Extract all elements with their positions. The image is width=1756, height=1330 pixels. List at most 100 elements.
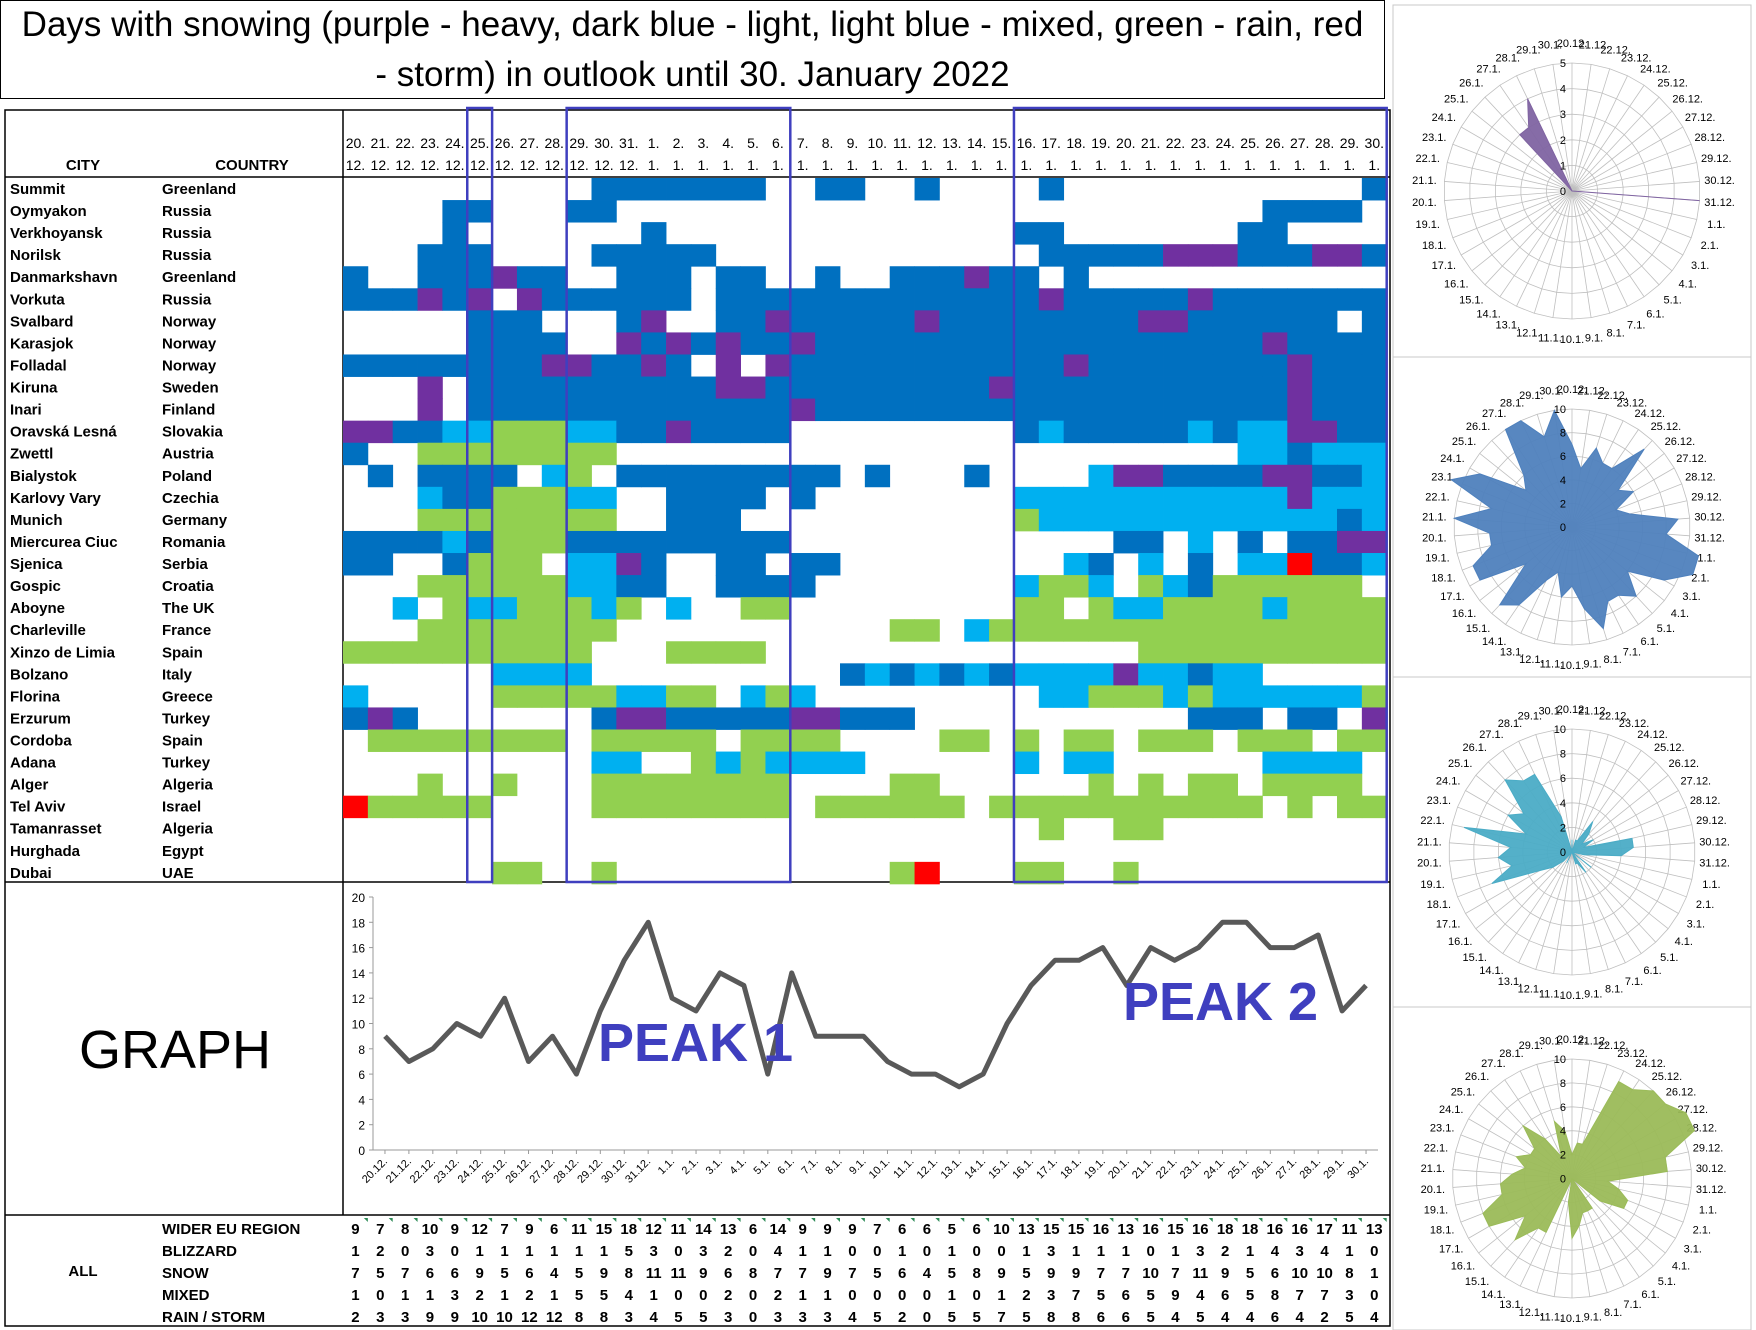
snow-cell	[765, 751, 791, 775]
snow-cell	[840, 707, 866, 730]
summary-value: 18	[620, 1221, 637, 1238]
summary-value: 3	[1345, 1287, 1353, 1304]
city-name: Oravská Lesná	[10, 424, 117, 441]
snow-cell	[1113, 530, 1139, 554]
date-month-label: 1.	[1368, 157, 1380, 173]
snow-cell	[442, 575, 468, 598]
snow-cell	[1262, 200, 1288, 223]
snow-cell	[1262, 619, 1288, 642]
city-name: Dubai	[10, 865, 52, 882]
snow-cell	[1088, 773, 1114, 797]
summary-value: 0	[923, 1287, 931, 1304]
radar-tick-label: 4	[1560, 475, 1566, 487]
snow-cell	[392, 641, 418, 664]
snow-cell	[1138, 773, 1164, 797]
graph-x-tick: 21.1.	[1130, 1156, 1156, 1182]
summary-value: 7	[1296, 1287, 1304, 1304]
date-month-label: 1.	[772, 157, 784, 173]
snow-cell	[541, 442, 568, 466]
summary-value: 4	[1246, 1309, 1255, 1326]
snow-cell	[666, 707, 692, 730]
graph-line	[383, 919, 1368, 1090]
snow-cell	[417, 442, 443, 466]
snow-cell	[442, 464, 468, 488]
summary-value: 8	[600, 1309, 608, 1326]
snow-cell	[566, 641, 592, 664]
snow-cell	[1212, 707, 1238, 730]
snow-cell	[1063, 354, 1089, 377]
summary-value: 2	[1022, 1287, 1030, 1304]
country-name: Germany	[162, 512, 228, 529]
snow-cell	[616, 795, 642, 819]
radar-spoke	[1444, 190, 1573, 201]
snow-cell	[1088, 244, 1114, 267]
summary-value: 2	[898, 1309, 906, 1326]
snow-cell	[889, 332, 915, 355]
snow-cell	[591, 486, 617, 510]
snow-cell	[1212, 663, 1238, 686]
snow-cell	[516, 619, 543, 642]
radar-axis-label: 8.1.	[1606, 327, 1624, 339]
snow-cell	[1138, 817, 1164, 841]
snow-cell	[541, 575, 568, 598]
summary-value: 14	[770, 1221, 787, 1238]
snow-cell	[417, 464, 443, 488]
radar-axis-label: 1.1.	[1702, 879, 1720, 891]
radar-tick-label: 2	[1560, 822, 1566, 834]
snow-cell	[591, 685, 617, 708]
radar-axis-label: 27.12.	[1681, 776, 1712, 788]
snow-cell	[516, 310, 543, 333]
summary-value: 5	[600, 1287, 608, 1304]
snow-cell	[740, 729, 766, 752]
radar-axis-label: 28.1.	[1496, 53, 1520, 65]
snow-cell	[616, 288, 642, 311]
radar-chart: 20.12.21.12.22.12.23.12.24.12.25.12.26.1…	[1392, 1006, 1752, 1330]
snow-cell	[715, 751, 741, 775]
graph-x-tick: 31.12.	[623, 1156, 653, 1186]
snow-cell	[591, 530, 617, 554]
snow-cell	[1312, 332, 1338, 355]
radar-axis-label: 22.12.	[1597, 390, 1628, 402]
snow-cell	[889, 398, 915, 422]
cell-flag	[1034, 1218, 1039, 1222]
country-name: Norway	[162, 335, 217, 352]
radar-axis-label: 12.1.	[1519, 1307, 1543, 1319]
date-month-label: 1.	[1194, 157, 1206, 173]
date-day-label: 7.	[797, 135, 809, 151]
radar-tick-label: 6	[1560, 1102, 1566, 1114]
snow-cell	[939, 266, 965, 289]
snow-cell	[1312, 464, 1338, 488]
snow-cell	[715, 530, 741, 554]
summary-value: 6	[898, 1221, 906, 1238]
snow-cell	[1187, 332, 1214, 355]
snow-cell	[1088, 795, 1114, 819]
snow-cell	[1163, 310, 1189, 333]
radar-axis-label: 28.12.	[1687, 1123, 1718, 1135]
snow-cell	[765, 773, 791, 797]
radar-spoke	[1447, 162, 1573, 192]
snow-cell	[367, 530, 394, 554]
snow-cell	[1287, 575, 1313, 598]
snow-cell	[616, 420, 642, 444]
snow-cell	[740, 420, 766, 444]
cell-flag	[910, 1218, 915, 1222]
radar-tick-label: 8	[1560, 749, 1566, 761]
snow-cell	[442, 530, 468, 554]
date-day-label: 1.	[648, 135, 660, 151]
snow-cell	[914, 354, 940, 377]
snow-cell	[1187, 773, 1214, 797]
snow-cell	[1312, 575, 1338, 598]
date-month-label: 12.	[594, 157, 613, 173]
radar-axis-label: 22.1.	[1424, 1142, 1448, 1154]
snow-cell	[889, 376, 915, 399]
summary-value: 4	[550, 1265, 559, 1282]
snow-cell	[1088, 398, 1114, 422]
snow-cell	[1337, 486, 1363, 510]
snow-cell	[492, 575, 518, 598]
snow-cell	[442, 420, 468, 444]
snow-cell	[864, 354, 891, 377]
graph-x-tick: 28.12.	[551, 1156, 581, 1186]
summary-value: 5	[1246, 1287, 1254, 1304]
snow-cell	[690, 795, 717, 819]
snow-cell	[343, 420, 369, 444]
